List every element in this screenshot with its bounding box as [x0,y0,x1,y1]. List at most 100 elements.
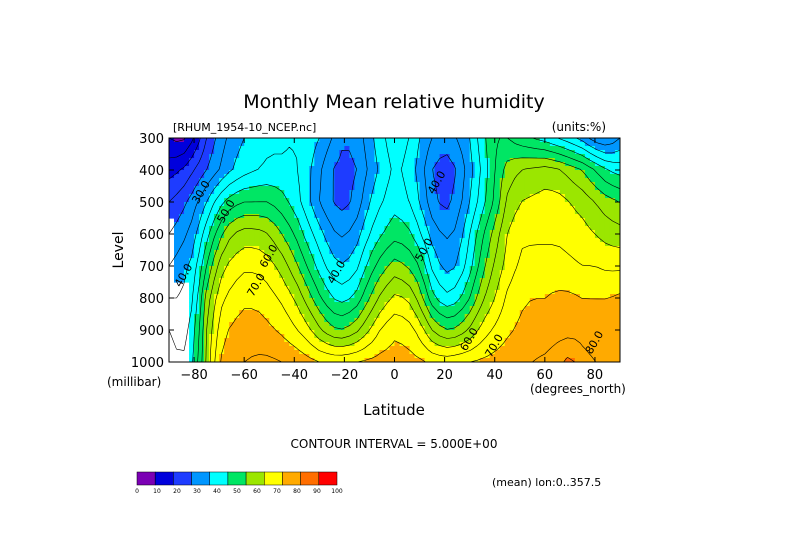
contour-cell [374,214,381,219]
contour-cell [244,250,250,255]
contour-cell [189,138,195,143]
contour-cell [524,182,531,187]
contour-cell [419,226,426,231]
contour-cell [494,322,501,327]
contour-cell [429,338,436,343]
contour-cell [459,286,466,291]
contour-cell [419,330,426,335]
contour-cell [474,262,481,267]
contour-cell [299,218,305,223]
contour-cell [374,202,381,207]
contour-cell [244,230,250,235]
contour-cell [539,358,546,362]
contour-cell [284,310,290,315]
contour-cell [289,222,295,227]
contour-cell [329,150,335,155]
contour-cell [194,162,200,167]
contour-cell [609,310,616,315]
contour-cell [219,202,225,207]
contour-cell [424,318,431,323]
contour-cell [214,306,220,311]
contour-cell [249,334,255,339]
contour-cell [589,302,596,307]
contour-cell [209,306,215,311]
contour-cell [459,202,466,207]
contour-cell [609,242,616,247]
contour-cell [439,190,446,195]
contour-cell [524,306,531,311]
contour-cell [259,262,265,267]
contour-cell [419,262,426,267]
contour-cell [614,358,620,362]
contour-cell [524,242,531,247]
contour-cell [434,238,441,243]
contour-cell [484,246,491,251]
contour-cell [439,354,446,359]
contour-cell [514,174,521,179]
contour-cell [429,190,436,195]
contour-cell [464,326,471,331]
contour-cell [529,258,536,263]
contour-cell [459,274,466,279]
contour-cell [509,350,516,355]
contour-cell [429,254,436,259]
contour-cell [599,178,606,183]
contour-cell [424,178,431,183]
contour-cell [504,334,511,339]
contour-cell [459,342,466,347]
contour-cell [344,210,350,215]
contour-cell [374,174,381,179]
contour-cell [454,330,461,335]
contour-cell [294,170,300,175]
contour-cell [594,294,601,299]
contour-cell [249,206,255,211]
contour-cell [464,218,471,223]
contour-cell [399,194,406,199]
contour-cell [399,230,406,235]
contour-cell [449,278,456,283]
contour-cell [289,330,295,335]
contour-cell [524,226,531,231]
contour-cell [279,354,285,359]
contour-cell [464,318,471,323]
contour-cell [444,262,451,267]
contour-cell [599,186,606,191]
contour-cell [399,178,406,183]
contour-cell [369,238,376,243]
contour-cell [239,138,245,143]
contour-cell [404,286,411,291]
contour-cell [549,154,556,159]
contour-cell [489,358,496,362]
contour-cell [329,262,335,267]
contour-cell [534,214,541,219]
contour-cell [539,294,546,299]
contour-cell [494,170,501,175]
contour-cell [509,150,516,155]
contour-cell [329,238,335,243]
contour-cell [174,274,180,279]
contour-cell [534,194,541,199]
contour-cell [214,142,220,147]
contour-cell [184,246,190,251]
contour-cell [399,234,406,239]
contour-cell [219,346,225,351]
contour-cell [304,170,310,175]
contour-cell [234,142,240,147]
contour-cell [334,286,340,291]
contour-cell [419,266,426,271]
contour-cell [534,266,541,271]
contour-cell [304,218,310,223]
contour-cell [559,246,566,251]
contour-cell [559,358,566,362]
contour-cell [484,334,491,339]
contour-cell [469,254,476,259]
contour-cell [474,306,481,311]
contour-cell [589,342,596,347]
contour-cell [174,246,180,251]
contour-cell [589,162,596,167]
contour-cell [424,154,431,159]
contour-cell [419,218,426,223]
contour-cell [299,142,305,147]
contour-cell [494,194,501,199]
contour-cell [524,330,531,335]
